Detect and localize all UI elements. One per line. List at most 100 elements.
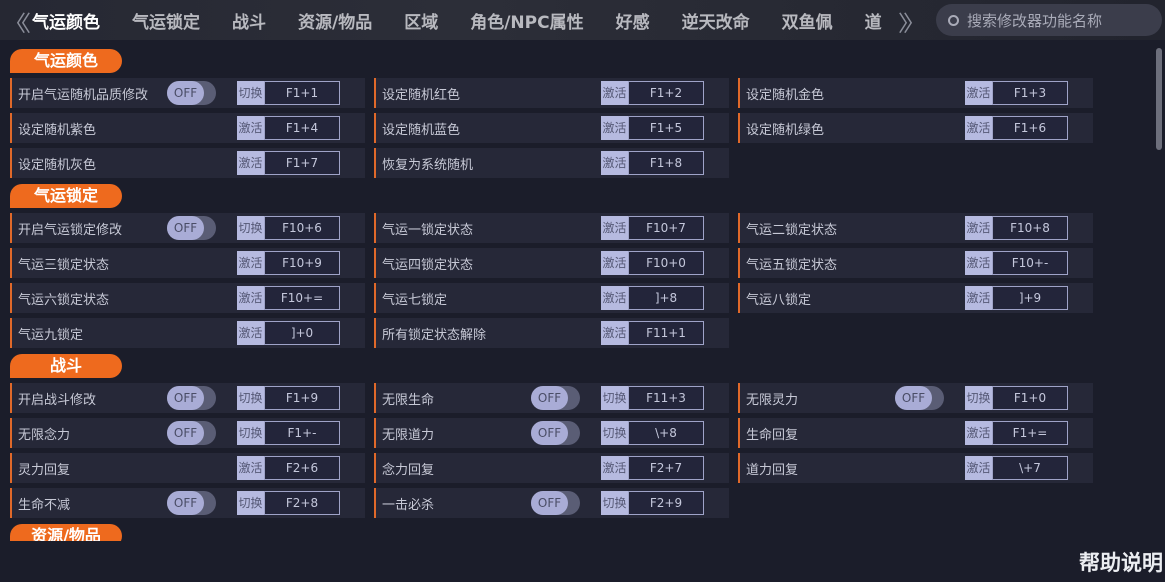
hotkey-field[interactable]: F1+6 — [992, 116, 1068, 140]
hotkey-type: 激活 — [237, 116, 264, 140]
feature-row: 无限道力 OFF 切换 \+8 — [374, 418, 729, 448]
feature-label: 设定随机红色 — [382, 87, 461, 103]
toggle-state: OFF — [167, 491, 204, 515]
tab-8[interactable]: 双鱼佩 — [781, 13, 833, 33]
hotkey-field[interactable]: F10+9 — [264, 251, 340, 275]
hotkey-field[interactable]: F2+7 — [628, 456, 704, 480]
feature-label: 开启气运锁定修改 — [18, 222, 123, 238]
feature-row: 开启气运随机品质修改 OFF 切换 F1+1 — [10, 78, 365, 108]
section-header: 资源/物品 — [10, 524, 122, 541]
feature-row: 气运五锁定状态 激活 F10+- — [738, 248, 1093, 278]
feature-label: 设定随机蓝色 — [382, 122, 461, 138]
hotkey-field[interactable]: F1+7 — [264, 151, 340, 175]
hotkey-type: 切换 — [237, 491, 264, 515]
toggle-switch[interactable]: OFF — [167, 216, 216, 240]
hotkey-field[interactable]: F1+- — [264, 421, 340, 445]
tab-4[interactable]: 区域 — [404, 13, 439, 33]
feature-label: 开启气运随机品质修改 — [18, 87, 149, 103]
tab-0[interactable]: 气运颜色 — [32, 13, 100, 33]
feature-row: 念力回复 激活 F2+7 — [374, 453, 729, 483]
hotkey-field[interactable]: \+8 — [628, 421, 704, 445]
hotkey-type: 激活 — [601, 251, 628, 275]
hotkey-type: 激活 — [965, 251, 992, 275]
hotkey-field[interactable]: F10+0 — [628, 251, 704, 275]
toggle-switch[interactable]: OFF — [167, 491, 216, 515]
feature-label: 所有锁定状态解除 — [382, 327, 487, 343]
feature-row: 恢复为系统随机 激活 F1+8 — [374, 148, 729, 178]
toggle-state: OFF — [531, 421, 568, 445]
toggle-switch[interactable]: OFF — [167, 421, 216, 445]
hotkey-field[interactable]: F10+- — [992, 251, 1068, 275]
toggle-switch[interactable]: OFF — [167, 386, 216, 410]
feature-label: 生命不减 — [18, 497, 71, 513]
hotkey-type: 切换 — [601, 421, 628, 445]
hotkey-field[interactable]: \+7 — [992, 456, 1068, 480]
feature-label: 气运八锁定 — [746, 292, 812, 308]
toggle-state: OFF — [167, 81, 204, 105]
toggle-switch[interactable]: OFF — [895, 386, 944, 410]
feature-label: 恢复为系统随机 — [382, 157, 474, 173]
hotkey-field[interactable]: F1+2 — [628, 81, 704, 105]
feature-label: 无限灵力 — [746, 392, 799, 408]
tab-9[interactable]: 道 — [864, 13, 882, 33]
hotkey-type: 切换 — [237, 386, 264, 410]
toggle-switch[interactable]: OFF — [531, 421, 580, 445]
feature-label: 一击必杀 — [382, 497, 435, 513]
hotkey-type: 激活 — [965, 286, 992, 310]
tab-6[interactable]: 好感 — [615, 13, 650, 33]
toggle-state: OFF — [531, 386, 568, 410]
hotkey-field[interactable]: F10+= — [264, 286, 340, 310]
hotkey-field[interactable]: F10+8 — [992, 216, 1068, 240]
scroll-left-icon[interactable]: 〈〈 — [4, 12, 31, 37]
hotkey-field[interactable]: ]+0 — [264, 321, 340, 345]
hotkey-field[interactable]: F2+8 — [264, 491, 340, 515]
tab-7[interactable]: 逆天改命 — [681, 13, 750, 33]
search-input[interactable]: 搜索修改器功能名称 — [936, 4, 1162, 36]
hotkey-field[interactable]: F1+= — [992, 421, 1068, 445]
hotkey-field[interactable]: F10+7 — [628, 216, 704, 240]
toggle-state: OFF — [531, 491, 568, 515]
feature-row: 设定随机金色 激活 F1+3 — [738, 78, 1093, 108]
hotkey-field[interactable]: F1+0 — [992, 386, 1068, 410]
feature-row: 灵力回复 激活 F2+6 — [10, 453, 365, 483]
hotkey-field[interactable]: F2+9 — [628, 491, 704, 515]
hotkey-field[interactable]: F2+6 — [264, 456, 340, 480]
toggle-switch[interactable]: OFF — [531, 386, 580, 410]
hotkey-field[interactable]: F1+1 — [264, 81, 340, 105]
scroll-right-icon[interactable]: 〉〉 — [898, 12, 925, 37]
scrollbar[interactable] — [1156, 48, 1162, 150]
toggle-switch[interactable]: OFF — [531, 491, 580, 515]
help-button[interactable]: 帮助说明 — [1079, 551, 1163, 575]
hotkey-type: 激活 — [965, 81, 992, 105]
feature-label: 道力回复 — [746, 462, 799, 478]
hotkey-field[interactable]: F10+6 — [264, 216, 340, 240]
feature-label: 念力回复 — [382, 462, 435, 478]
hotkey-field[interactable]: F1+9 — [264, 386, 340, 410]
feature-row: 气运二锁定状态 激活 F10+8 — [738, 213, 1093, 243]
feature-row: 气运七锁定 激活]+8 — [374, 283, 729, 313]
feature-label: 气运六锁定状态 — [18, 292, 110, 308]
hotkey-field[interactable]: ]+9 — [992, 286, 1068, 310]
hotkey-type: 激活 — [237, 456, 264, 480]
hotkey-field[interactable]: ]+8 — [628, 286, 704, 310]
feature-label: 气运七锁定 — [382, 292, 448, 308]
hotkey-type: 激活 — [237, 251, 264, 275]
tab-3[interactable]: 资源/物品 — [298, 13, 373, 33]
hotkey-field[interactable]: F1+5 — [628, 116, 704, 140]
feature-row: 开启战斗修改 OFF 切换 F1+9 — [10, 383, 365, 413]
toggle-state: OFF — [167, 421, 204, 445]
tab-2[interactable]: 战斗 — [232, 13, 266, 33]
feature-row: 设定随机蓝色 激活 F1+5 — [374, 113, 729, 143]
tab-5[interactable]: 角色/NPC属性 — [470, 13, 584, 33]
feature-row: 设定随机灰色 激活 F1+7 — [10, 148, 365, 178]
hotkey-field[interactable]: F1+3 — [992, 81, 1068, 105]
hotkey-field[interactable]: F11+3 — [628, 386, 704, 410]
hotkey-field[interactable]: F11+1 — [628, 321, 704, 345]
feature-label: 气运五锁定状态 — [746, 257, 838, 273]
hotkey-field[interactable]: F1+4 — [264, 116, 340, 140]
tab-1[interactable]: 气运锁定 — [132, 13, 200, 33]
feature-label: 无限念力 — [18, 427, 71, 443]
hotkey-field[interactable]: F1+8 — [628, 151, 704, 175]
toggle-switch[interactable]: OFF — [167, 81, 216, 105]
hotkey-type: 激活 — [237, 321, 264, 345]
